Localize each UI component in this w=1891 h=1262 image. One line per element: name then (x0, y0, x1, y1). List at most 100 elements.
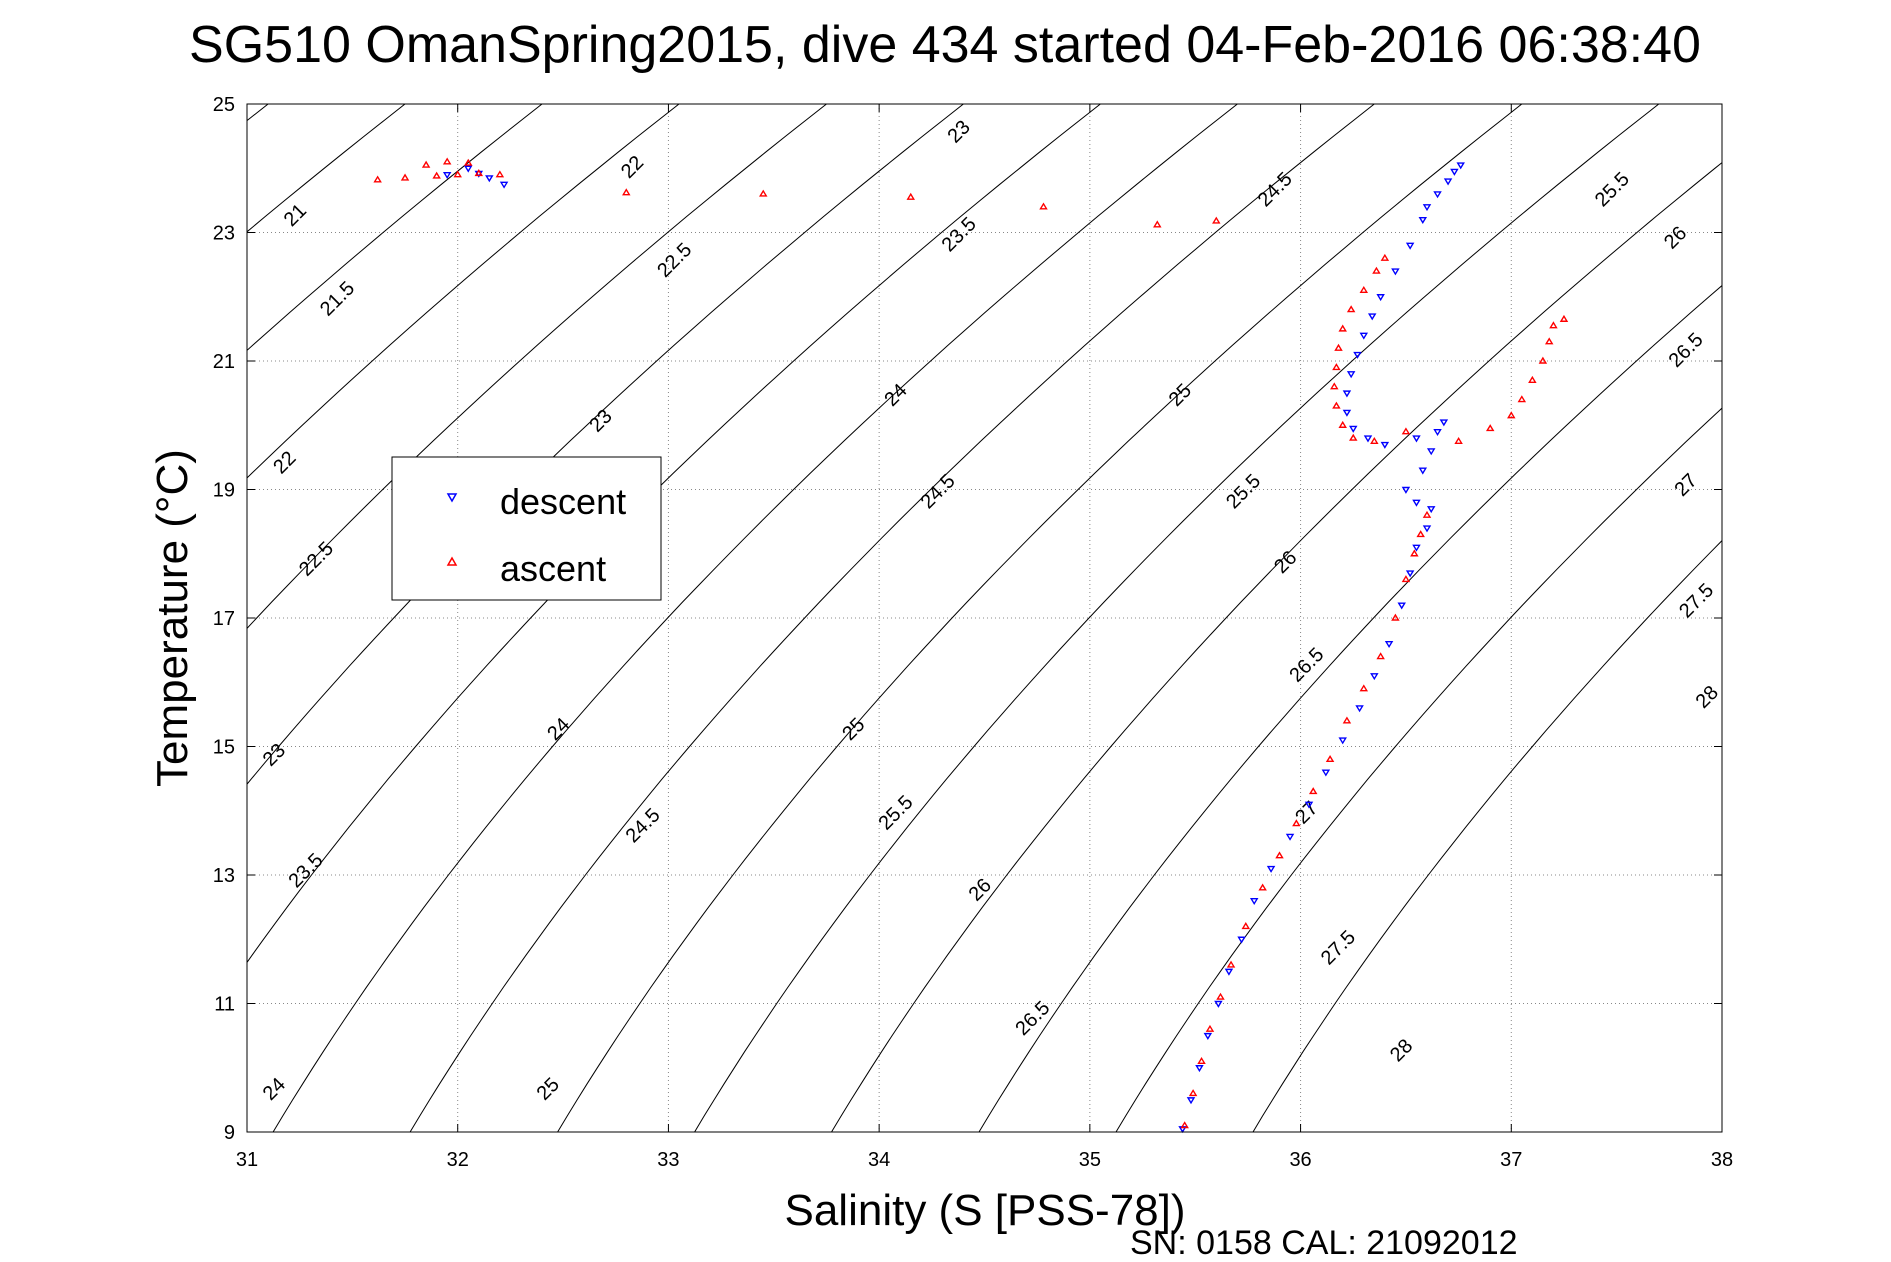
y-tick-label: 13 (213, 865, 235, 887)
y-tick-label: 25 (213, 94, 235, 116)
ascent-point (1205, 1024, 1215, 1032)
ascent-point (1226, 960, 1236, 968)
legend-label-descent: descent (500, 481, 626, 522)
ascent-point (1292, 819, 1301, 827)
descent-point (1237, 936, 1246, 944)
ascent-point (1549, 321, 1558, 329)
ascent-point (1370, 436, 1379, 445)
ascent-point (1528, 375, 1537, 383)
contour-line-23.5 (247, 104, 964, 785)
contour-label: 26 (1660, 222, 1691, 253)
ascent-point (1212, 216, 1221, 224)
legend-marker-descent (446, 493, 458, 503)
contour-line-21.5 (247, 104, 406, 233)
descent-point (1418, 467, 1428, 475)
ascent-point (1332, 401, 1341, 409)
x-tick-label: 32 (447, 1149, 469, 1171)
legend-entry-descent: descent (446, 481, 626, 522)
ascent-point (1359, 285, 1369, 294)
contour-line-27.5 (1115, 407, 1722, 1132)
descent-point (1433, 428, 1442, 437)
ascent-point (1416, 530, 1425, 538)
ascent-point (1308, 787, 1318, 795)
contour-line-22.5 (247, 104, 680, 479)
ascent-point (1338, 324, 1347, 332)
x-tick-label: 37 (1500, 1149, 1522, 1171)
ascent-point (1216, 992, 1225, 1000)
contour-line-24 (247, 104, 1101, 964)
ascent-point (1197, 1056, 1206, 1065)
descent-point (1249, 898, 1259, 906)
contour-label: 28 (1386, 1035, 1417, 1066)
descent-point (1443, 178, 1453, 186)
ascent-point (1275, 851, 1284, 859)
descent-point (1266, 865, 1276, 873)
y-tick-label: 11 (214, 994, 235, 1016)
ascent-point (1401, 575, 1411, 583)
descent-point (1426, 448, 1436, 456)
ascent-point (1544, 337, 1554, 345)
ascent-point (442, 157, 452, 165)
ascent-point (622, 188, 631, 196)
grid (246, 103, 1723, 1133)
legend-box (391, 456, 662, 601)
contour-line-24.5 (272, 104, 1238, 1132)
x-tick-label: 34 (868, 1149, 890, 1171)
descent-point (1380, 441, 1390, 449)
ascent-point (1538, 356, 1548, 364)
descent-point (1203, 1032, 1213, 1040)
x-tick-label: 38 (1711, 1149, 1733, 1171)
contour-label: 28 (1692, 682, 1723, 713)
descent-point (442, 171, 452, 180)
ascent-point (474, 169, 484, 177)
contour-line-25.5 (557, 104, 1523, 1132)
ascent-point (432, 171, 441, 179)
ascent-point (1338, 420, 1347, 428)
ascent-point (400, 173, 410, 181)
contour-label: 23 (944, 116, 975, 147)
ascent-point (1376, 652, 1385, 660)
descent-point (1195, 1065, 1204, 1073)
ascent-point (453, 170, 462, 178)
ascent-point (1241, 922, 1251, 930)
x-tick-label: 36 (1289, 1149, 1311, 1171)
descent-point (464, 165, 473, 173)
contour-label: 23 (259, 739, 290, 770)
ascent-point (1485, 424, 1495, 432)
contour-line-26 (694, 104, 1660, 1132)
ascent-point (1401, 427, 1411, 435)
ascent-point (1517, 395, 1527, 403)
descent-point (1363, 435, 1373, 443)
contour-label: 21 (280, 200, 311, 231)
ascent-point (1334, 343, 1343, 351)
x-axis-label: Salinity (S [PSS-78]) (784, 1186, 1185, 1235)
ascent-point (1454, 436, 1463, 445)
ascent-point (1380, 253, 1390, 261)
contour-line-27 (978, 284, 1722, 1132)
contour-label: 27 (1671, 470, 1702, 501)
descent-point (1285, 833, 1295, 841)
ascent-point (1349, 433, 1358, 441)
x-tick-label: 33 (657, 1149, 679, 1171)
descent-point (1186, 1097, 1196, 1105)
contour-label: 25 (1165, 380, 1196, 411)
y-axis-label: Temperature (°C) (148, 449, 197, 787)
descent-point (1342, 409, 1352, 417)
descent-point (1391, 268, 1400, 276)
descent-point (1349, 425, 1358, 433)
contour-label: 24.5 (1254, 168, 1297, 211)
contour-line-23 (247, 104, 827, 630)
legend-marker-ascent (446, 556, 458, 566)
descent-point (1367, 313, 1377, 321)
contour-label: 22 (617, 152, 648, 183)
y-tick-label: 19 (213, 480, 235, 502)
contour-label: 25.5 (1591, 168, 1634, 211)
ascent-point (906, 192, 915, 200)
descent-point (1370, 673, 1379, 681)
descent-point (1412, 435, 1421, 443)
descent-point (1422, 525, 1432, 533)
descent-point (1418, 216, 1428, 225)
descent-point (1304, 801, 1314, 809)
data-series (373, 157, 1569, 1134)
legend: descent ascent (391, 456, 662, 601)
